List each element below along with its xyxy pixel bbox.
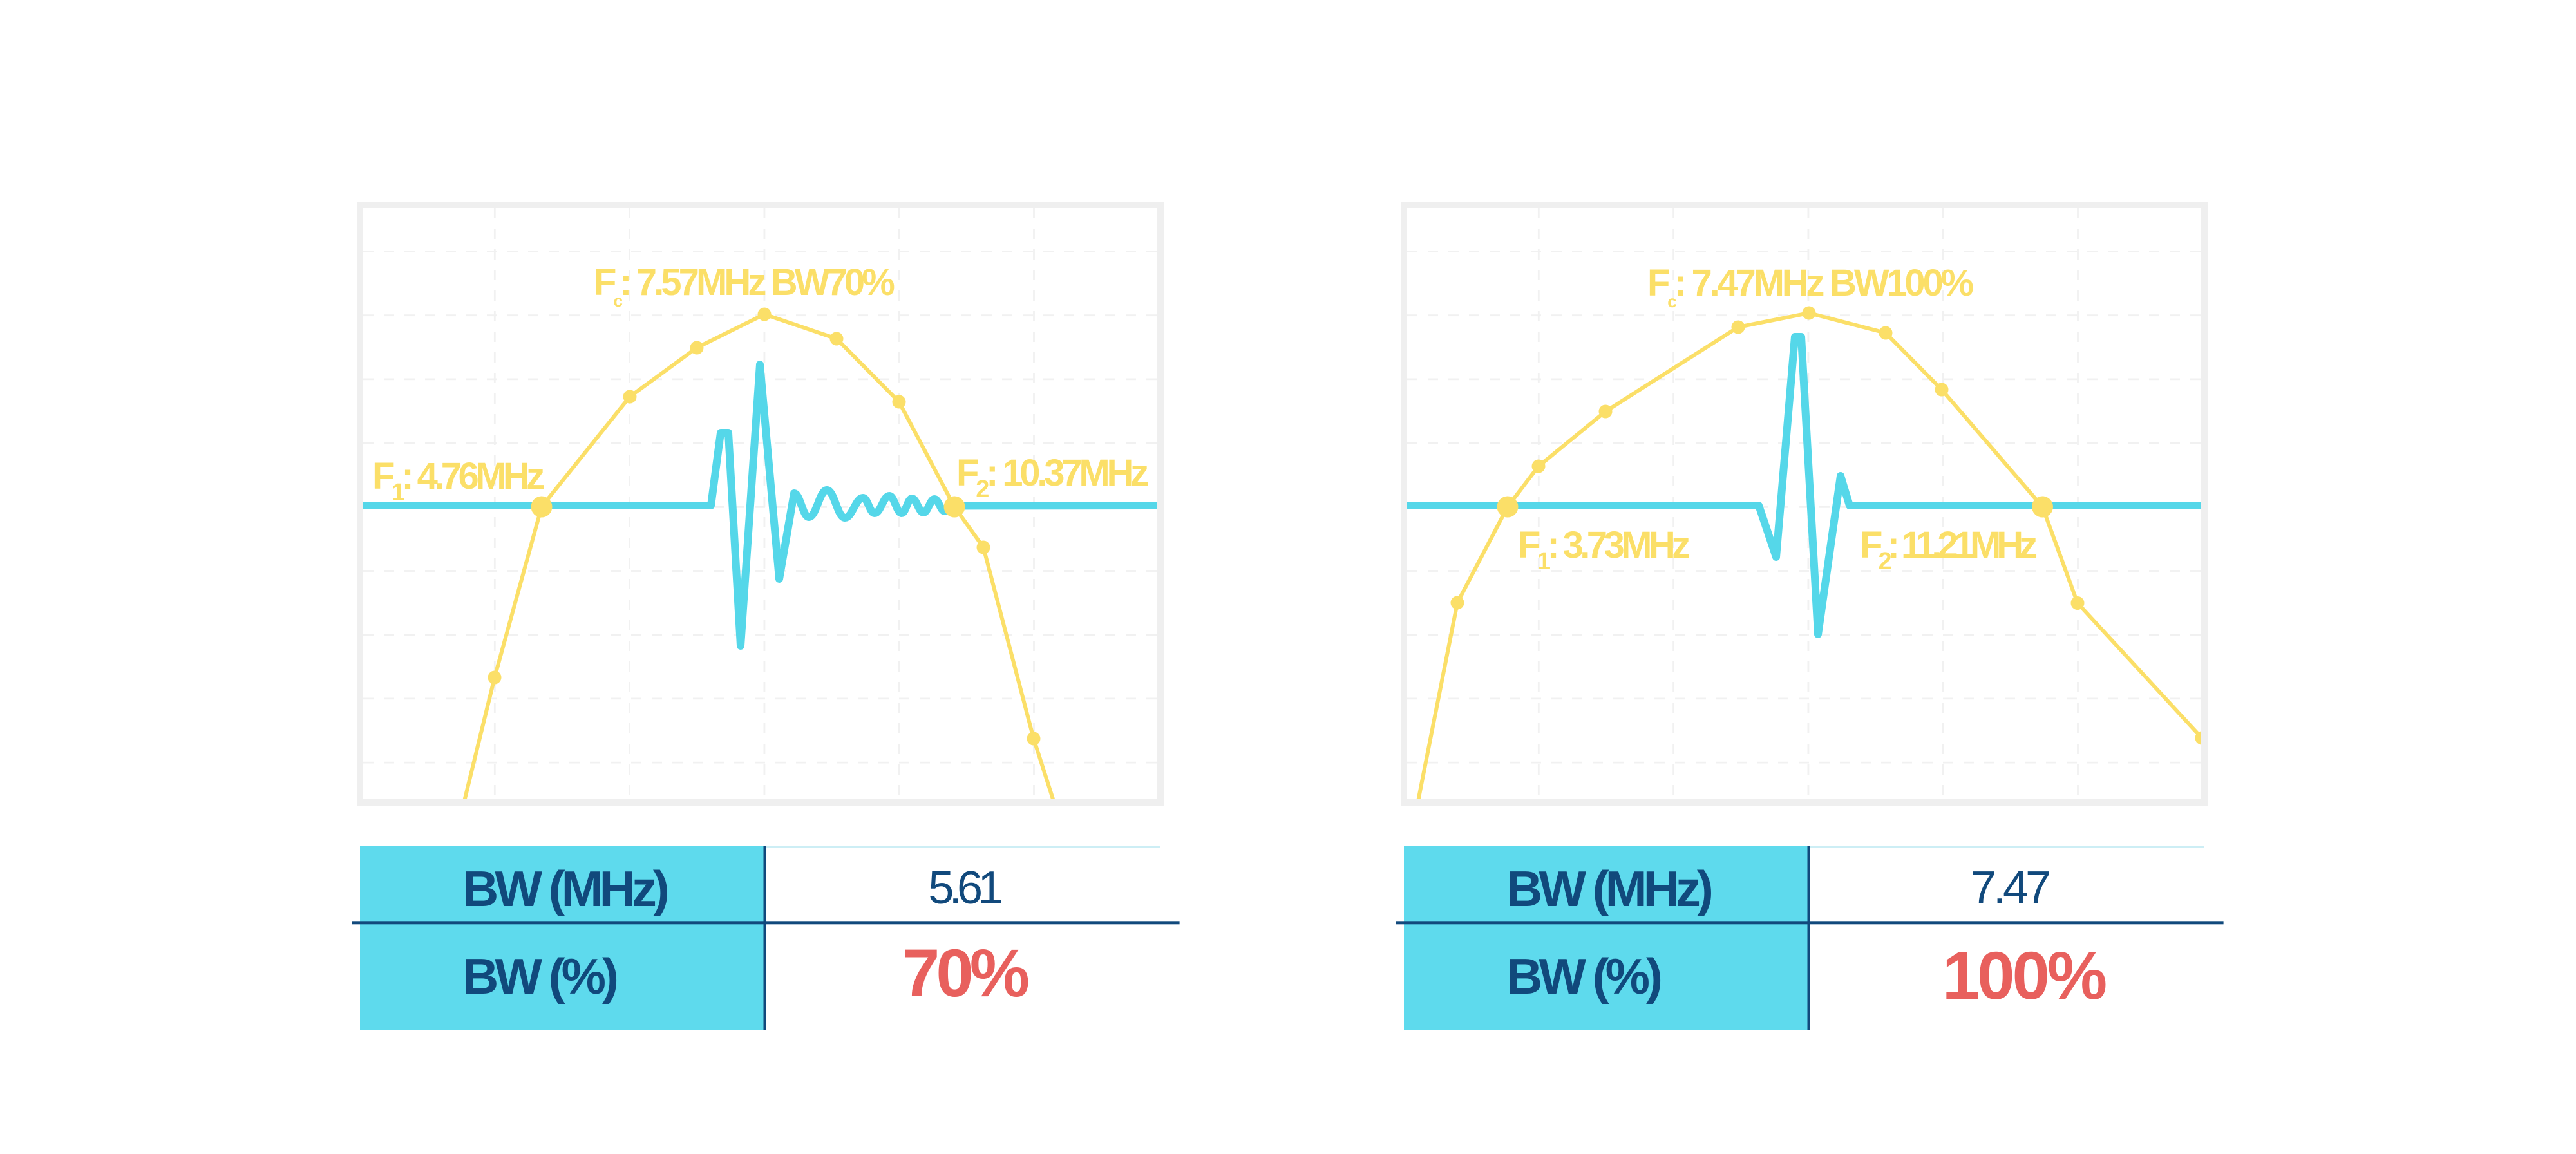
svg-text:BW (MHz): BW (MHz) — [1506, 860, 1712, 917]
svg-text:7.47: 7.47 — [1971, 862, 2049, 914]
svg-text:100%: 100% — [1942, 938, 2106, 1014]
svg-text:5.61: 5.61 — [928, 862, 1001, 914]
svg-text:BW (%): BW (%) — [1506, 948, 1661, 1005]
svg-text:BW (%): BW (%) — [462, 948, 617, 1005]
svg-text:Fc: 7.47MHz BW100%: Fc: 7.47MHz BW100% — [1647, 262, 1974, 311]
svg-text:70%: 70% — [902, 936, 1028, 1011]
svg-text:Fc: 7.57MHz BW70%: Fc: 7.57MHz BW70% — [594, 261, 895, 310]
svg-text:BW (MHz): BW (MHz) — [462, 860, 668, 917]
